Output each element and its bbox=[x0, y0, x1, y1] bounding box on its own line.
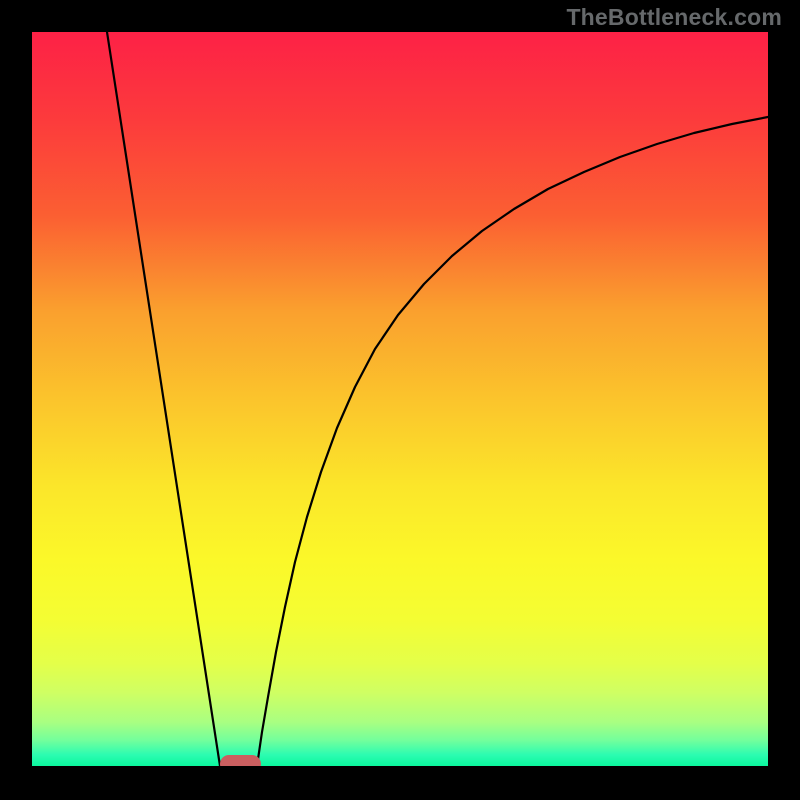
bottleneck-plot bbox=[32, 32, 768, 766]
watermark-text: TheBottleneck.com bbox=[566, 4, 782, 31]
bottleneck-indicator bbox=[220, 755, 261, 766]
gradient-background bbox=[32, 32, 768, 766]
plot-svg bbox=[32, 32, 768, 766]
chart-frame: TheBottleneck.com bbox=[0, 0, 800, 800]
